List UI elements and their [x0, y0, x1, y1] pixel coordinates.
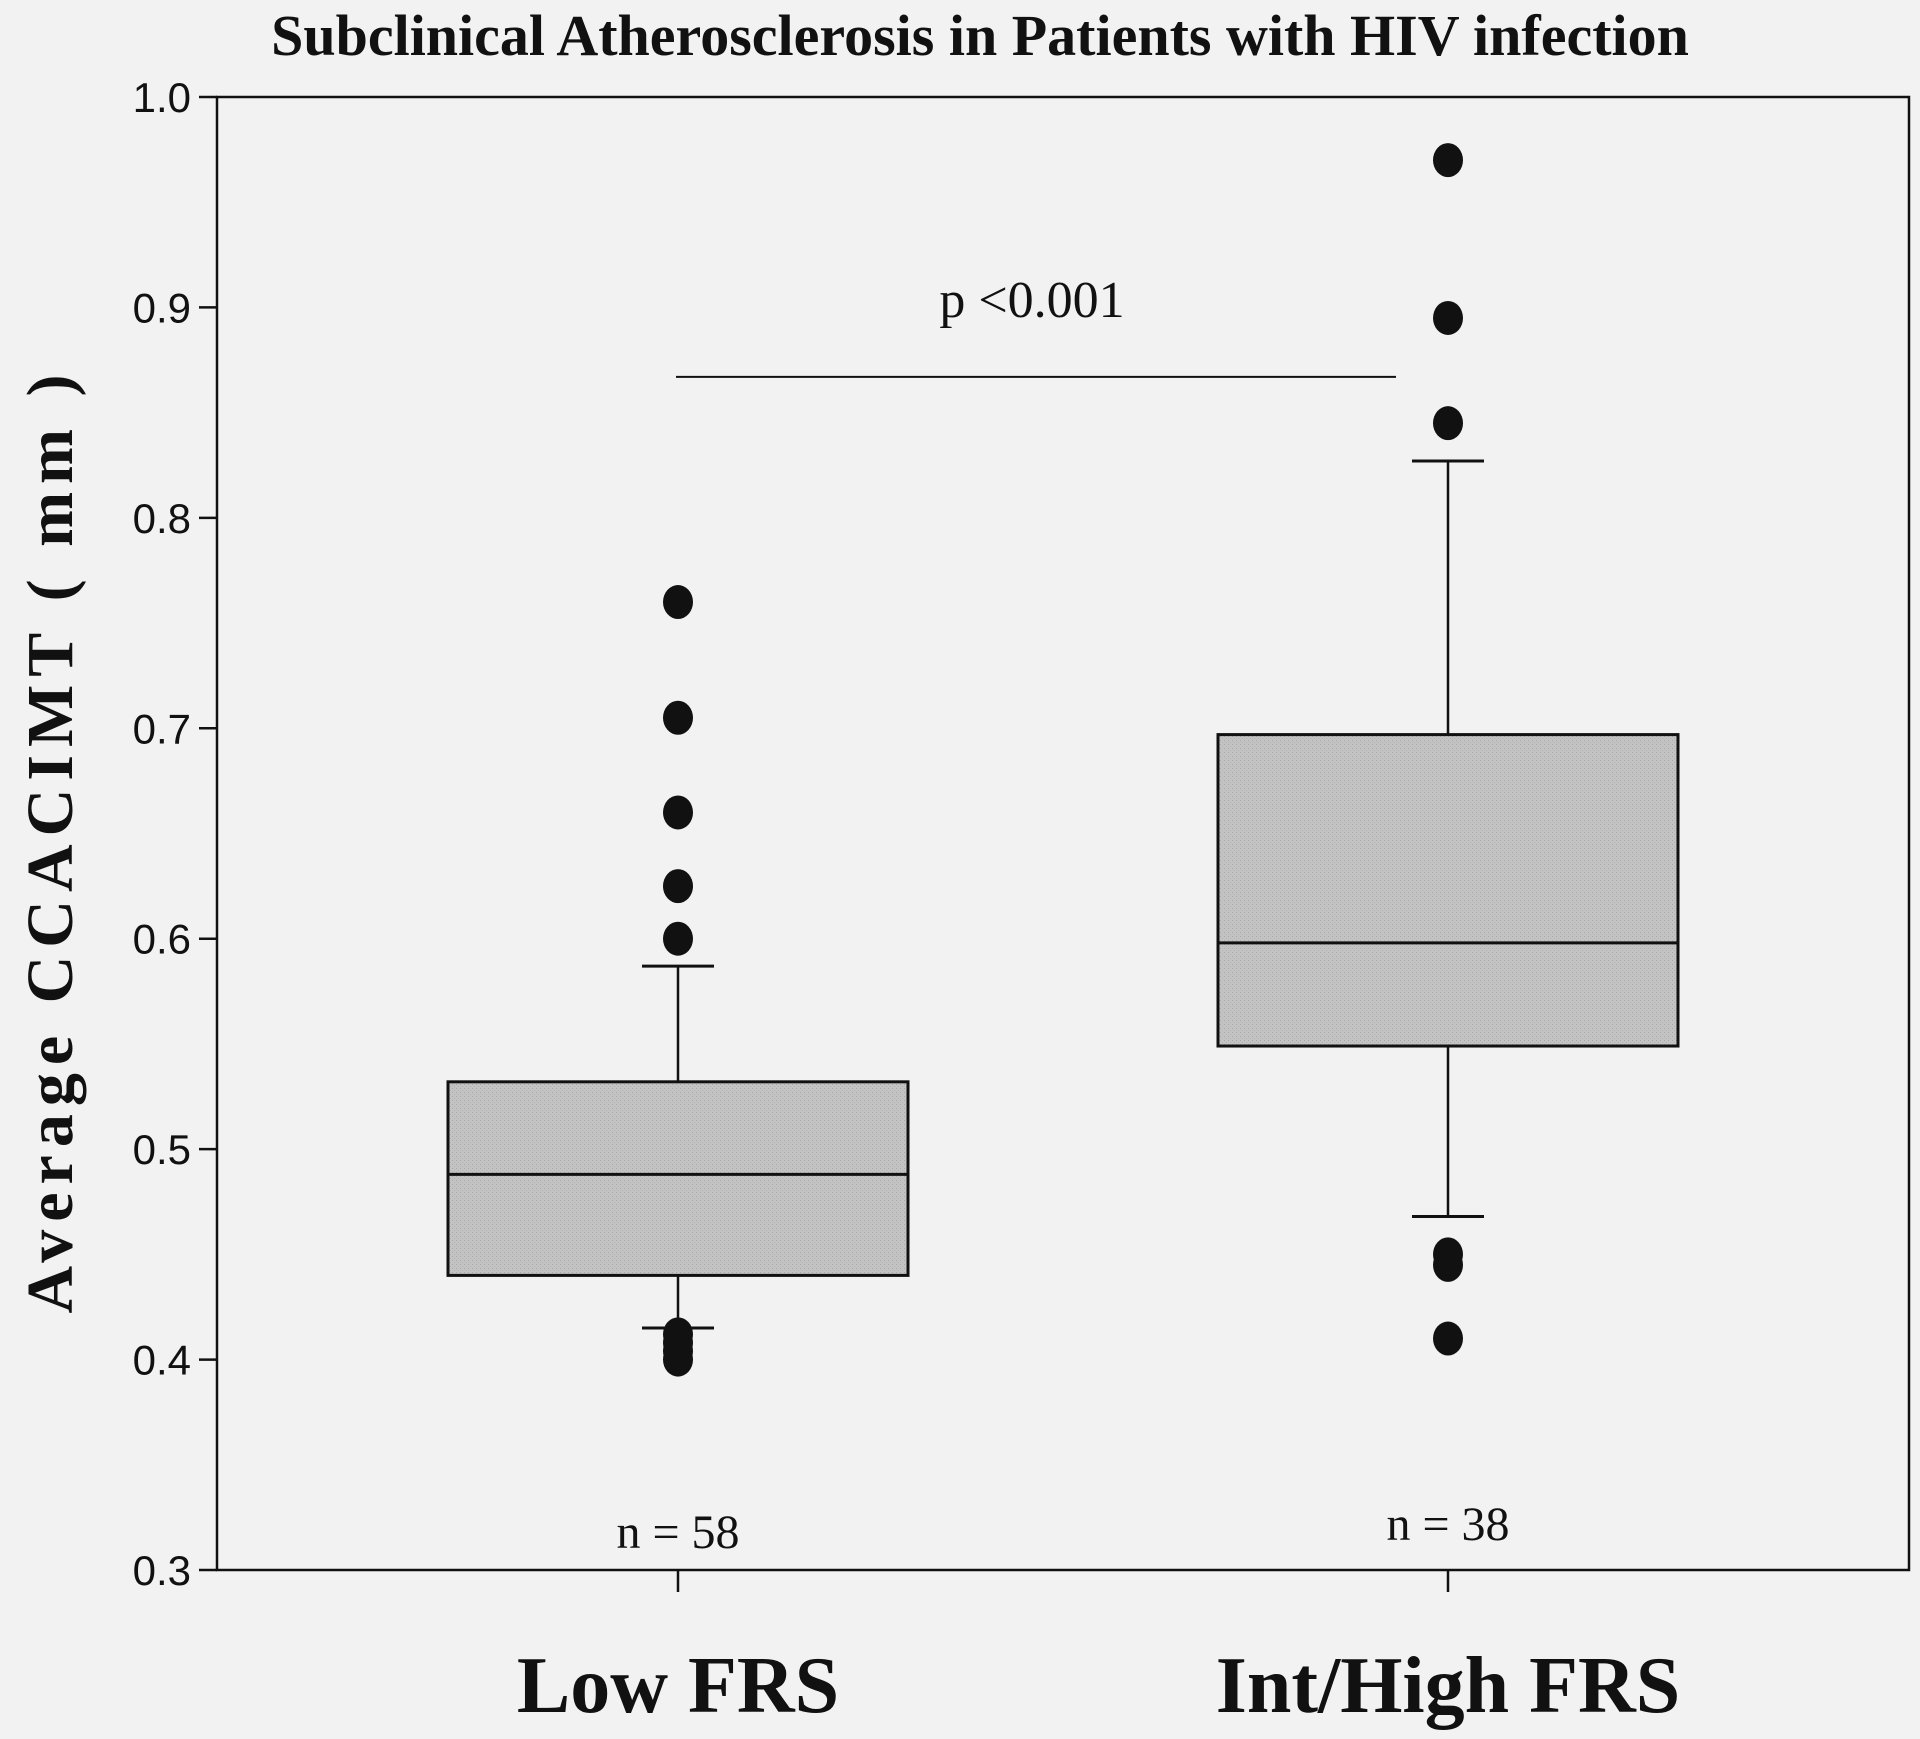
y-tick-label: 0.7	[133, 705, 191, 752]
plot-frame	[215, 95, 1911, 1572]
y-axis-label: Average CCACIMT ( mm )	[14, 366, 87, 1313]
sample-size-label: n = 58	[616, 1506, 739, 1559]
outlier-point	[663, 585, 693, 620]
outlier-point	[1433, 300, 1463, 335]
x-axis: Low FRS Int/High FRS	[517, 1570, 1680, 1730]
x-tick-label: Low FRS	[517, 1642, 839, 1730]
outlier-point	[663, 700, 693, 735]
y-tick-label: 0.6	[133, 916, 191, 963]
outlier-point	[1433, 143, 1463, 178]
boxplots: n = 58 n = 38	[446, 143, 1680, 1559]
y-tick-label: 0.8	[133, 495, 191, 542]
outlier-point	[1433, 406, 1463, 441]
y-tick-label: 0.4	[133, 1337, 191, 1384]
x-tick-label: Int/High FRS	[1216, 1642, 1681, 1730]
chart-title: Subclinical Atherosclerosis in Patients …	[271, 3, 1689, 68]
p-value-label: p <0.001	[939, 272, 1124, 329]
boxplot-int-high-frs: n = 38	[1216, 143, 1680, 1551]
outlier-point	[663, 795, 693, 830]
y-tick-label: 0.9	[133, 284, 191, 331]
y-tick-label: 0.5	[133, 1126, 191, 1173]
significance-annotation: p <0.001	[676, 272, 1396, 378]
outlier-point	[663, 1317, 693, 1352]
outlier-point	[1433, 1237, 1463, 1272]
iqr-box	[1216, 733, 1680, 1048]
outlier-point	[663, 869, 693, 904]
iqr-box	[446, 1080, 910, 1277]
y-tick-label: 0.3	[133, 1547, 191, 1594]
sample-size-label: n = 38	[1386, 1498, 1509, 1551]
boxplot-low-frs: n = 58	[446, 585, 910, 1559]
outlier-point	[1433, 1321, 1463, 1356]
y-tick-label: 1.0	[133, 74, 191, 121]
outlier-point	[663, 921, 693, 956]
y-axis: 0.3 0.4 0.5 0.6 0.7 0.8 0.9 1.0	[133, 74, 217, 1594]
